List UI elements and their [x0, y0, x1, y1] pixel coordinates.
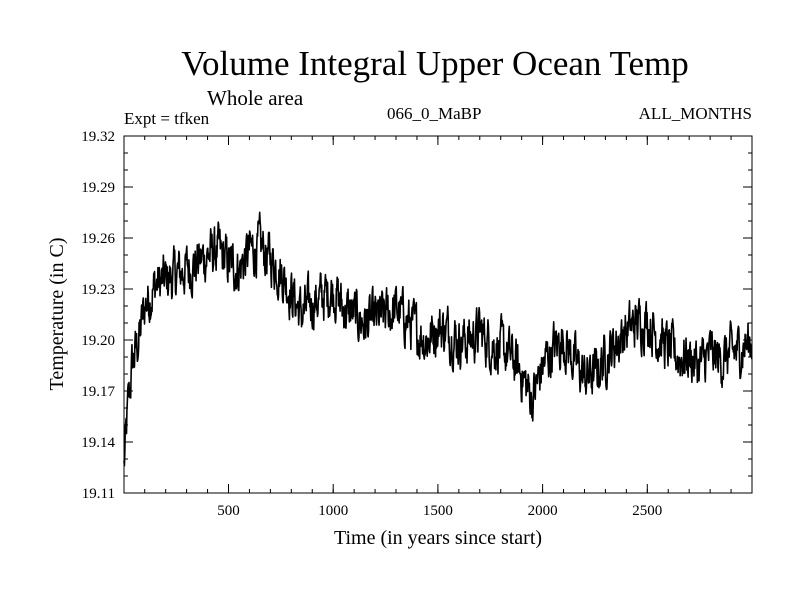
plot-frame [123, 135, 753, 494]
experiment-label: Expt = tfken [124, 109, 210, 128]
x-tick-label: 2000 [528, 503, 558, 519]
x-major-ticks [227, 136, 648, 493]
x-tick-label: 500 [217, 503, 240, 519]
x-minor-ticks [144, 136, 732, 493]
y-tick-label: 19.14 [81, 435, 115, 451]
y-tick-label: 19.20 [81, 333, 115, 349]
season-label: ALL_MONTHS [638, 104, 752, 123]
x-tick-labels: 500 1000 1500 2000 2500 [217, 503, 662, 519]
y-tick-label: 19.29 [81, 180, 115, 196]
experiment-name-label: 066_0_MaBP [387, 104, 482, 123]
chart-subtitle: Whole area [207, 86, 304, 110]
y-minor-ticks [124, 135, 752, 494]
temperature-series-line [123, 211, 753, 467]
x-tick-label: 2500 [632, 503, 662, 519]
y-tick-label: 19.17 [81, 384, 115, 400]
y-axis-title: Temperature (in C) [46, 238, 68, 391]
x-tick-label: 1000 [318, 503, 348, 519]
y-tick-label: 19.11 [82, 486, 115, 502]
y-tick-labels: 19.11 19.14 19.17 19.20 19.23 19.26 19.29 19.32 [81, 129, 115, 502]
y-tick-label: 19.23 [81, 282, 115, 298]
y-major-ticks [124, 135, 752, 494]
y-tick-label: 19.26 [81, 231, 115, 247]
y-tick-label: 19.32 [81, 129, 115, 145]
x-axis-title: Time (in years since start) [334, 527, 542, 549]
x-tick-label: 1500 [423, 503, 453, 519]
chart-title: Volume Integral Upper Ocean Temp [181, 44, 689, 83]
